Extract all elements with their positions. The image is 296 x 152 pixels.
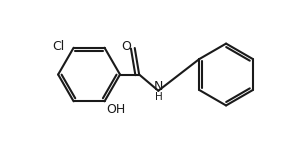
- Text: N: N: [154, 80, 163, 93]
- Text: OH: OH: [106, 103, 126, 116]
- Text: H: H: [155, 92, 163, 102]
- Text: O: O: [122, 40, 131, 53]
- Text: Cl: Cl: [52, 40, 65, 53]
